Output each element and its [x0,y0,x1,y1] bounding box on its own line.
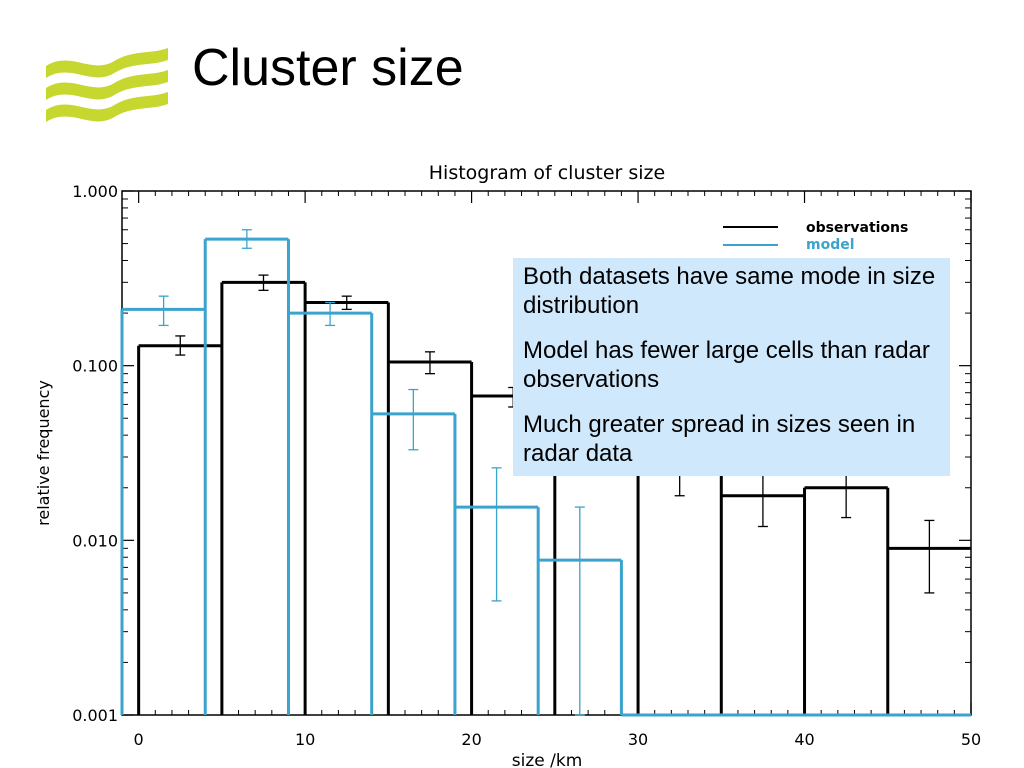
x-tick-label: 50 [961,730,981,749]
legend-label-model: model [806,237,855,253]
legend: observations model [723,220,908,253]
y-axis-label: relative frequency [34,380,53,526]
note-item: Much greater spread in sizes seen in rad… [523,411,916,467]
note-item: Model has fewer large cells than radar o… [523,337,930,393]
series-model [120,237,971,717]
x-axis-label: size /km [512,751,583,768]
y-tick-label: 0.010 [72,531,118,550]
slide-title: Cluster size [192,39,464,97]
x-tick-label: 0 [134,730,144,749]
y-tick-label: 1.000 [72,182,118,201]
x-tick-label: 20 [461,730,481,749]
logo-wave-1 [46,48,168,78]
error-bars-model [158,229,585,716]
histogram-chart: Histogram of cluster size 0 10 20 30 40 50 0.0… [34,162,981,768]
legend-label-observations: observations [806,220,908,236]
chart-title: Histogram of cluster size [429,162,665,184]
logo-wave-3 [46,92,168,122]
y-tick-label: 0.100 [72,357,118,376]
note-item: Both datasets have same mode in size dis… [523,263,936,319]
x-tick-label: 40 [794,730,814,749]
logo [46,48,168,122]
annotation-box: Both datasets have same mode in size dis… [513,258,950,476]
x-tick-label: 10 [295,730,315,749]
logo-wave-2 [46,70,168,100]
y-tick-label: 0.001 [72,706,118,725]
x-tick-label: 30 [628,730,648,749]
